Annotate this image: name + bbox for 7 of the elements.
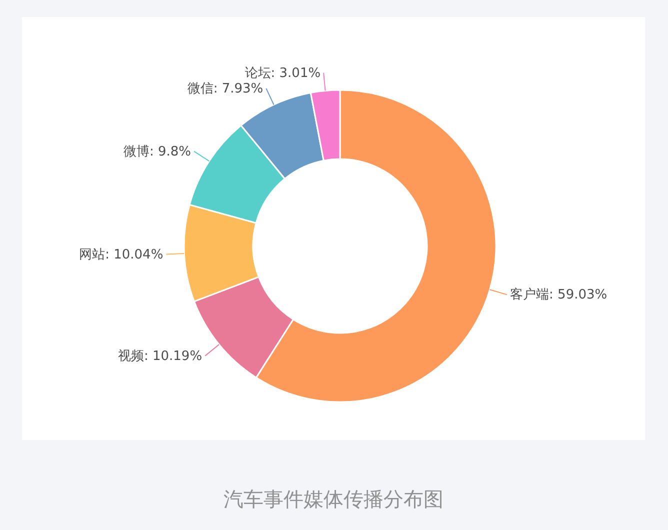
slice-label: 微博: 9.8% <box>123 144 192 160</box>
slice-label: 视频: 10.19% <box>118 348 202 364</box>
slice-label: 论坛: 3.01% <box>244 66 321 81</box>
slice-label: 网站: 10.04% <box>79 247 164 262</box>
slice-label: 客户端: 59.03% <box>510 286 608 303</box>
slice-label: 微信: 7.93% <box>187 81 264 96</box>
text: 汽车事件媒体传播分布图 <box>224 487 444 511</box>
